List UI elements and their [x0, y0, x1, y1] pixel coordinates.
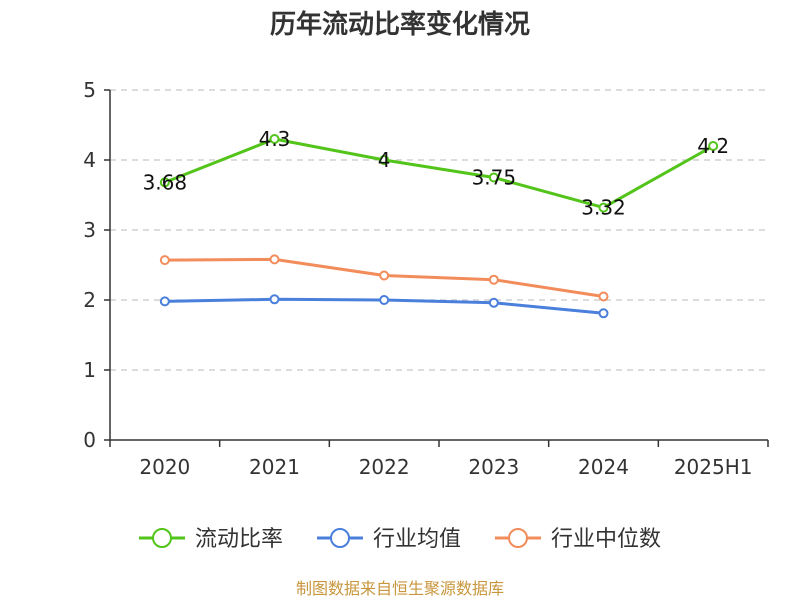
x-tick-label: 2021: [249, 455, 300, 479]
data-point: [269, 254, 280, 265]
data-label: 4.3: [259, 127, 291, 151]
data-label: 3.75: [472, 166, 517, 190]
y-tick-label: 5: [83, 78, 96, 102]
data-labels: 3.68 4.3 4 3.75 3.32 4.2: [143, 127, 730, 220]
legend[interactable]: 流动比率 行业均值 行业中位数: [139, 527, 661, 552]
data-point: [708, 141, 719, 151]
legend-label: 流动比率: [195, 527, 283, 552]
data-point: [598, 291, 609, 302]
data-label: 3.32: [581, 196, 626, 220]
x-tick-label: 2023: [468, 455, 519, 479]
data-point: [379, 295, 390, 305]
y-tick-label: 1: [83, 358, 96, 382]
data-point: [159, 177, 170, 188]
data-point: [269, 134, 280, 144]
grid: [110, 89, 768, 371]
data-point: [598, 308, 609, 319]
x-tick-label: 2020: [139, 455, 190, 479]
chart-title: 历年流动比率变化情况: [270, 9, 530, 40]
x-tick-label: 2025H1: [674, 455, 753, 479]
legend-marker-1: [330, 528, 350, 548]
x-tick-label: 2024: [578, 455, 629, 479]
data-point: [488, 274, 499, 285]
data-label: 4: [378, 148, 391, 172]
y-tick-label: 2: [83, 288, 96, 312]
y-tick-label: 3: [83, 218, 96, 242]
data-point: [379, 155, 390, 165]
y-tick-label: 0: [83, 428, 96, 452]
data-point: [159, 255, 170, 266]
source-note: 制图数据来自恒生聚源数据库: [296, 579, 504, 598]
data-label: 4.2: [697, 134, 729, 158]
x-tick-label: 2022: [359, 455, 410, 479]
data-label: 3.68: [143, 170, 188, 194]
axes: 0 1 2 3 4 5 2020 2021 2022 2023 2024 2025H1: [83, 78, 769, 479]
y-tick-label: 4: [83, 148, 96, 172]
series-line-0: [164, 137, 714, 210]
legend-marker-2: [508, 528, 528, 548]
series-group: [159, 134, 719, 319]
legend-label: 行业中位数: [551, 527, 661, 552]
legend-marker-0: [152, 528, 172, 548]
data-point: [379, 270, 390, 281]
data-point: [598, 202, 609, 213]
legend-label: 行业均值: [373, 527, 461, 552]
data-point: [488, 172, 499, 183]
data-point: [269, 294, 280, 305]
data-point: [159, 296, 170, 307]
data-point: [488, 297, 499, 308]
